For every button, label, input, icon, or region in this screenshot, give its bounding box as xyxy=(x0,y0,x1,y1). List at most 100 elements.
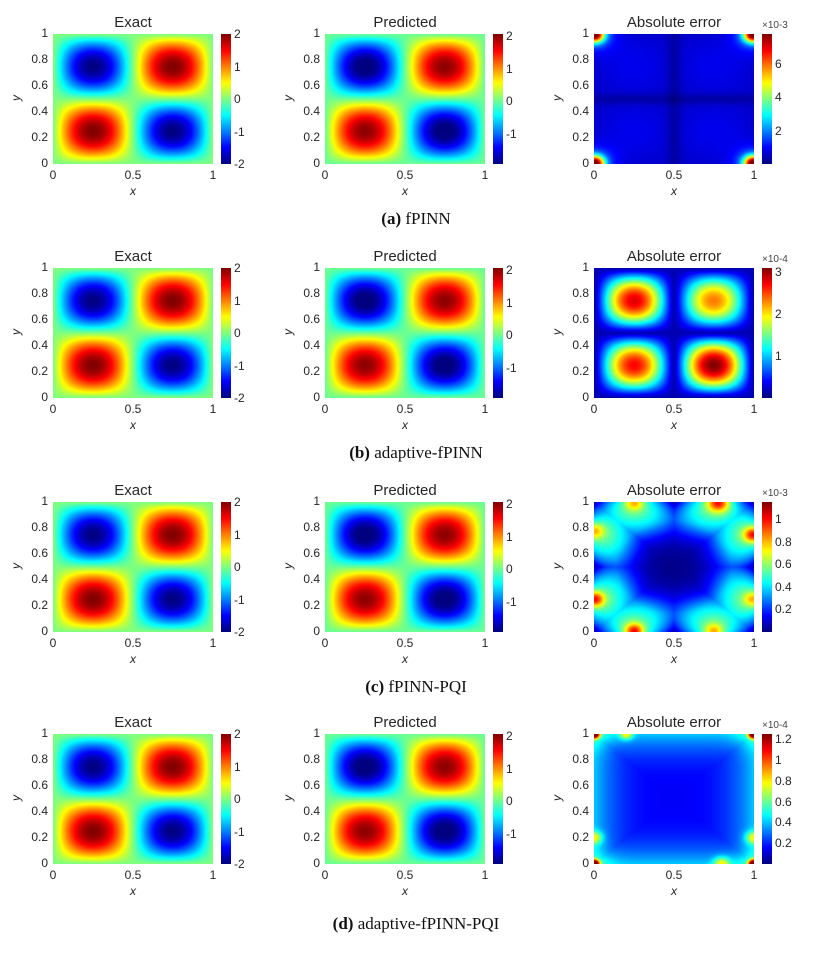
y-tick-label: 0.6 xyxy=(303,778,320,792)
y-tick-label: 0.6 xyxy=(572,78,589,92)
caption-text: adaptive-fPINN-PQI xyxy=(353,914,500,933)
subfigure-caption: (d) adaptive-fPINN-PQI xyxy=(333,914,500,934)
heatmap-predicted xyxy=(325,34,485,164)
colorbar-tick-label: 0 xyxy=(506,562,513,577)
colorbar-tick-label: 2 xyxy=(506,728,513,743)
x-tick-label: 1 xyxy=(750,168,758,182)
subfigure-caption: (b) adaptive-fPINN xyxy=(349,443,483,463)
y-tick-label: 0.6 xyxy=(572,778,589,792)
colorbar-tick-label: 2 xyxy=(775,307,782,322)
heatmap-predicted xyxy=(325,268,485,398)
y-tick-label: 0 xyxy=(313,156,320,170)
heatmap-exact xyxy=(53,502,213,632)
panel-title: Absolute error xyxy=(626,14,722,31)
x-tick-label: 0 xyxy=(49,402,57,416)
colorbar xyxy=(762,502,772,632)
colorbar-tick-label: 2 xyxy=(234,727,241,741)
y-axis-label: y xyxy=(550,795,564,801)
x-tick-label: 0 xyxy=(321,868,329,882)
colorbar-tick-label: -2 xyxy=(234,391,245,405)
colorbar-tick-label: -1 xyxy=(234,358,245,373)
colorbar-tick-label: -2 xyxy=(234,625,245,639)
y-tick-label: 0.6 xyxy=(31,312,48,326)
x-tick-label: 1 xyxy=(209,868,217,882)
y-axis-label: y xyxy=(550,329,564,335)
panel-title: Predicted xyxy=(373,714,437,731)
x-tick-label: 0.5 xyxy=(396,636,414,650)
y-tick-label: 1 xyxy=(313,26,320,40)
y-tick-label: 0 xyxy=(313,390,320,404)
subfigure-caption: (a) fPINN xyxy=(381,209,450,229)
colorbar-tick-label: 4 xyxy=(775,90,782,105)
colorbar-tick-label: -2 xyxy=(234,157,245,171)
x-axis-label: x xyxy=(671,418,677,432)
colorbar-tick-label: 2 xyxy=(506,28,513,43)
colorbar-tick-label: 1 xyxy=(506,529,513,544)
panel-title: Exact xyxy=(114,14,152,31)
colorbar xyxy=(493,734,503,864)
x-tick-label: 0 xyxy=(321,636,329,650)
colorbar-tick-label: -1 xyxy=(234,592,245,607)
panel-title: Absolute error xyxy=(626,482,722,499)
y-tick-label: 0.8 xyxy=(303,52,320,66)
x-tick-label: 1 xyxy=(750,636,758,650)
y-tick-label: 0 xyxy=(313,624,320,638)
colorbar-tick-label: -1 xyxy=(506,595,517,610)
y-tick-label: 0 xyxy=(41,156,48,170)
y-tick-label: 1 xyxy=(582,260,589,274)
colorbar-tick-label: 1 xyxy=(234,759,241,774)
y-tick-label: 1 xyxy=(313,260,320,274)
y-tick-label: 0.2 xyxy=(572,830,589,844)
heatmap-predicted xyxy=(325,502,485,632)
y-axis-label: y xyxy=(9,795,23,801)
y-axis-label: y xyxy=(281,95,295,101)
y-tick-label: 0.2 xyxy=(31,830,48,844)
colorbar-tick-label: 0 xyxy=(234,560,241,574)
y-tick-label: 0.8 xyxy=(303,520,320,534)
x-tick-label: 1 xyxy=(481,402,489,416)
y-tick-label: 1 xyxy=(41,494,48,508)
y-tick-label: 0.6 xyxy=(572,546,589,560)
caption-text: fPINN xyxy=(401,209,451,228)
colorbar-tick-label: 0 xyxy=(506,328,513,343)
colorbar-tick-label: 0 xyxy=(234,326,241,340)
panel-title: Predicted xyxy=(373,248,437,265)
y-tick-label: 0.4 xyxy=(31,338,48,352)
colorbar-tick-label: 0.8 xyxy=(775,534,792,549)
x-tick-label: 0.5 xyxy=(124,868,142,882)
y-axis-label: y xyxy=(9,95,23,101)
y-tick-label: 0.6 xyxy=(31,778,48,792)
x-axis-label: x xyxy=(130,184,136,198)
y-tick-label: 1 xyxy=(582,494,589,508)
x-tick-label: 0.5 xyxy=(396,168,414,182)
x-tick-label: 0 xyxy=(321,402,329,416)
x-tick-label: 1 xyxy=(481,168,489,182)
y-tick-label: 1 xyxy=(582,726,589,740)
panel-title: Absolute error xyxy=(626,714,722,731)
heatmap-predicted xyxy=(325,734,485,864)
y-tick-label: 0 xyxy=(313,856,320,870)
x-tick-label: 1 xyxy=(209,402,217,416)
colorbar-tick-label: 1 xyxy=(775,511,782,526)
heatmap-exact xyxy=(53,34,213,164)
colorbar-tick-label: 0 xyxy=(234,792,241,806)
y-axis-label: y xyxy=(9,329,23,335)
caption-text: adaptive-fPINN xyxy=(369,443,483,462)
colorbar-tick-label: 0 xyxy=(506,794,513,809)
colorbar-tick-label: 1 xyxy=(234,527,241,542)
x-tick-label: 1 xyxy=(750,402,758,416)
colorbar-tick-label: 1 xyxy=(234,293,241,308)
y-tick-label: 0.2 xyxy=(31,130,48,144)
colorbar-tick-label: 0.6 xyxy=(775,794,792,809)
colorbar-exponent: ×10-4 xyxy=(762,720,788,731)
colorbar xyxy=(493,502,503,632)
y-tick-label: 0.4 xyxy=(31,572,48,586)
x-tick-label: 0 xyxy=(590,636,598,650)
x-axis-label: x xyxy=(671,184,677,198)
heatmap-exact xyxy=(53,734,213,864)
y-tick-label: 0.8 xyxy=(572,286,589,300)
x-tick-label: 0.5 xyxy=(665,168,683,182)
y-tick-label: 0.6 xyxy=(572,312,589,326)
y-tick-label: 0.2 xyxy=(572,364,589,378)
y-tick-label: 0.2 xyxy=(572,130,589,144)
